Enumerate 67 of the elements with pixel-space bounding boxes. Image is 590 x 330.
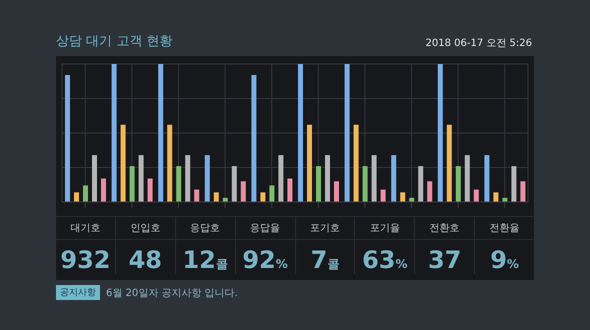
text: 932 <box>60 246 110 274</box>
bar <box>287 178 292 202</box>
bar <box>438 64 443 202</box>
bar <box>354 124 359 202</box>
bar <box>380 190 386 202</box>
text: 포기호 <box>296 216 354 240</box>
bar <box>362 166 368 202</box>
bar <box>511 166 516 202</box>
bar <box>251 75 256 202</box>
text: 63% <box>362 246 408 274</box>
text: 12콜 <box>182 246 228 274</box>
bar <box>298 64 303 202</box>
bar <box>204 155 210 202</box>
bar <box>464 155 470 202</box>
text: 6월 20일자 공지사항 입니다. <box>106 286 238 300</box>
chart-subtitle: 2018 06-17 오전 5:26 <box>426 37 532 50</box>
bar <box>158 64 164 202</box>
bar <box>391 155 396 202</box>
bar <box>474 190 479 202</box>
bar <box>194 190 200 202</box>
bar <box>130 166 135 202</box>
text: 포기율 <box>355 216 414 240</box>
bar <box>185 155 190 202</box>
bar <box>325 155 330 202</box>
text: 48 <box>128 246 162 274</box>
bar <box>92 155 97 202</box>
text: 9% <box>490 246 519 274</box>
bar <box>214 192 219 202</box>
bar <box>446 124 452 202</box>
bar <box>344 64 350 202</box>
text: 대기호 <box>56 216 115 240</box>
bar <box>138 155 144 202</box>
text: 92% <box>242 246 288 274</box>
bar <box>484 155 490 202</box>
bar <box>278 155 284 202</box>
bar <box>334 181 339 202</box>
bar <box>260 192 266 202</box>
text: 응답호 <box>176 216 235 240</box>
bar <box>307 124 312 202</box>
text: 공지사항 <box>56 285 100 300</box>
bar <box>372 155 377 202</box>
bar <box>232 166 237 202</box>
bar <box>74 192 79 202</box>
bar <box>493 192 498 202</box>
bar <box>65 75 70 202</box>
text: 인입호 <box>116 216 175 240</box>
bar <box>148 178 153 202</box>
bar <box>101 178 106 202</box>
bar <box>120 124 126 202</box>
bar <box>456 166 461 202</box>
bar <box>167 124 172 202</box>
bar <box>269 185 274 202</box>
text: 37 <box>428 246 462 274</box>
bar <box>83 185 88 202</box>
bar <box>427 181 432 202</box>
bar <box>176 166 182 202</box>
bar <box>240 181 246 202</box>
bar <box>418 166 424 202</box>
bar <box>112 64 117 202</box>
text: 7콜 <box>310 246 340 274</box>
text: 전환율 <box>475 216 534 240</box>
text: 전환호 <box>415 216 474 240</box>
text: 응답율 <box>236 216 294 240</box>
bar <box>520 181 526 202</box>
bar <box>400 192 406 202</box>
bar <box>316 166 321 202</box>
chart-title: 상담 대기 고객 현황 <box>56 33 172 50</box>
